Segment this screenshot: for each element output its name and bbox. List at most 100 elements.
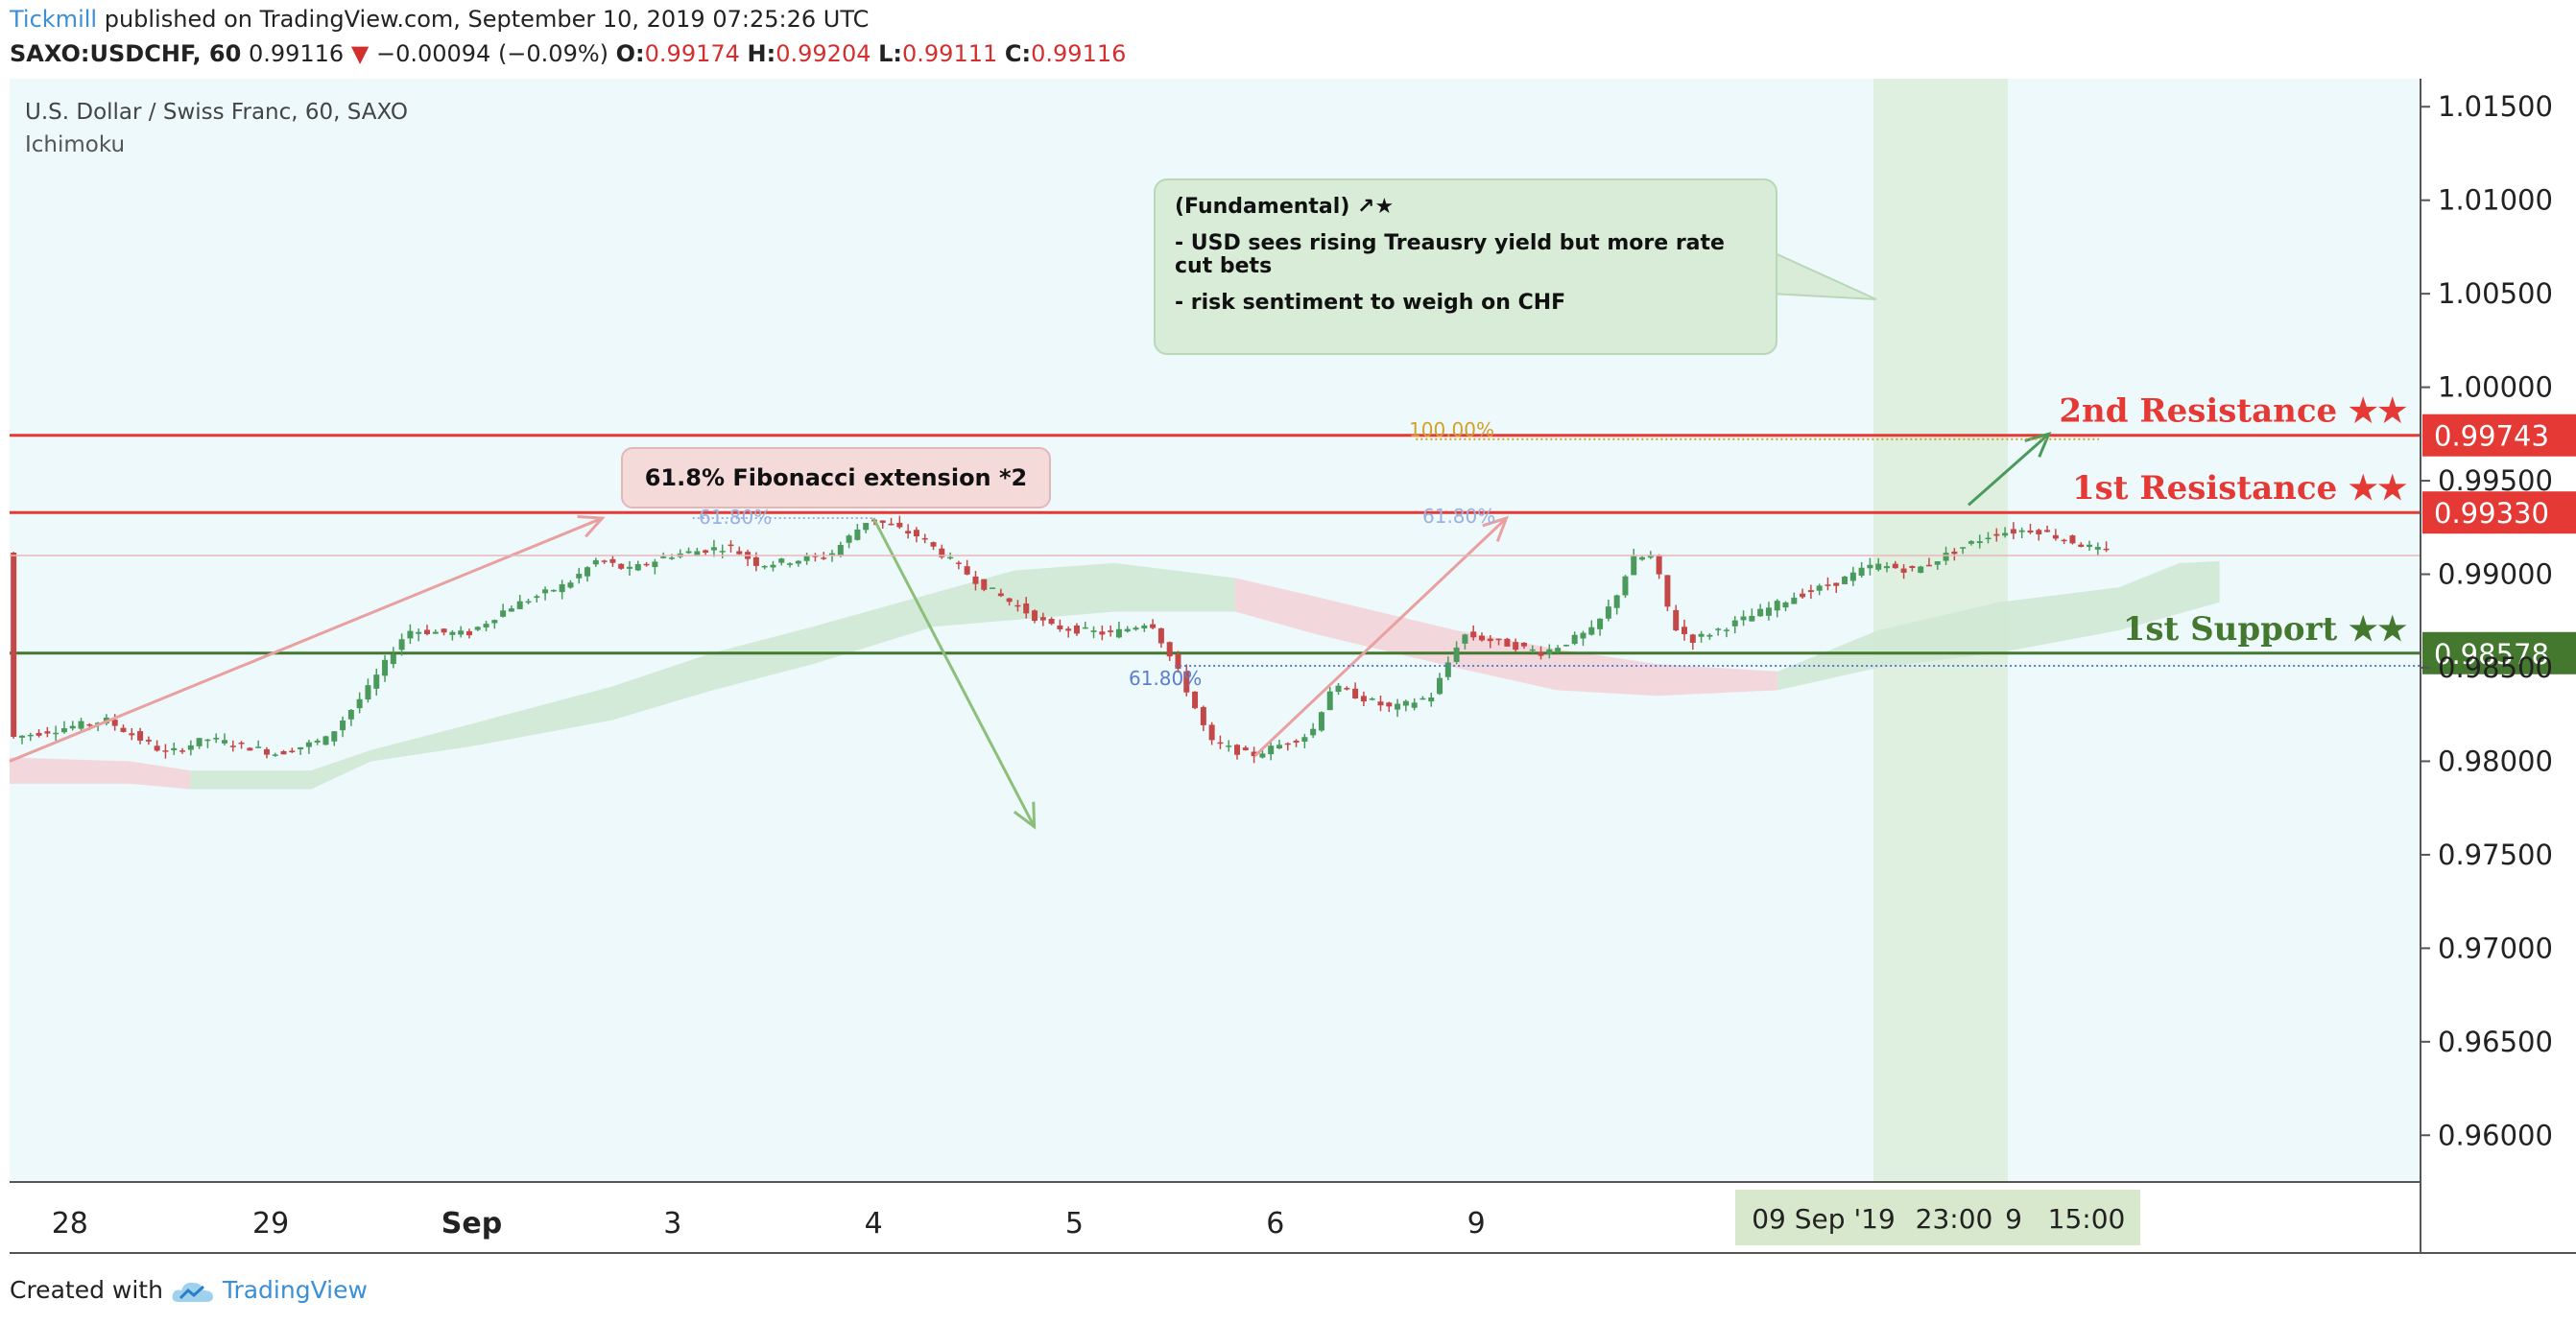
candle-body-202 (1715, 628, 1722, 630)
fundamental-callout[interactable]: (Fundamental) ↗★ - USD sees rising Treau… (1154, 178, 1777, 355)
candle-body-233 (1976, 541, 1983, 544)
y-tick-label-1: 1.01000 (2438, 184, 2553, 217)
candle-body-122 (1039, 617, 1046, 621)
candle-body-91 (778, 558, 785, 563)
candle-body-90 (770, 564, 776, 568)
candle-body-96 (821, 557, 827, 559)
level-price-label-2: 0.98578 (2434, 638, 2549, 671)
candle-body-152 (1293, 741, 1300, 743)
candle-body-59 (508, 608, 514, 612)
fib-618-label-c: 61.80% (1129, 667, 1202, 690)
candle-body-222 (1884, 566, 1891, 569)
candle-body-45 (390, 653, 396, 665)
symbol-label: SAXO:USDCHF, 60 (10, 40, 242, 67)
candle-body-63 (542, 589, 549, 594)
candle-body-2 (27, 734, 34, 737)
candle-body-108 (921, 537, 928, 540)
candle-body-21 (187, 745, 194, 750)
candle-body-150 (1276, 745, 1282, 749)
level-name-1: 1st Resistance ★★ (2072, 469, 2407, 508)
candle-body-189 (1605, 606, 1611, 619)
candle-body-169 (1437, 677, 1443, 695)
trend-arrow-0 (9, 516, 604, 763)
candle-body-24 (213, 738, 220, 740)
level-price-label-1: 0.99330 (2434, 497, 2549, 530)
candle-body-241 (2044, 530, 2051, 532)
candle-body-163 (1386, 702, 1393, 707)
candle-body-43 (373, 674, 380, 689)
candle-body-81 (694, 551, 701, 556)
crosshair-time2-label: 15:00 (2048, 1203, 2126, 1235)
candle-body-151 (1284, 743, 1291, 745)
candle-body-210 (1782, 602, 1789, 608)
candle-body-113 (964, 566, 970, 575)
candle-body-14 (129, 733, 135, 736)
candle-body-15 (137, 731, 144, 741)
candle-body-54 (465, 630, 472, 636)
candle-body-34 (298, 746, 304, 750)
candle-body-232 (1968, 541, 1974, 544)
candle-body-166 (1411, 702, 1418, 708)
candle-body-215 (1825, 584, 1831, 586)
candle-body-98 (837, 544, 844, 556)
candle-body-243 (2061, 539, 2067, 542)
tradingview-brand[interactable]: TradingView (222, 1276, 368, 1304)
candle-body-199 (1689, 634, 1696, 643)
candle-body-200 (1698, 633, 1705, 637)
candle-body-55 (474, 627, 481, 630)
publisher-link[interactable]: Tickmill (10, 6, 98, 33)
candle-body-9 (86, 723, 93, 726)
candle-body-121 (1032, 610, 1038, 622)
fibonacci-callout[interactable]: 61.8% Fibonacci extension *2 (621, 447, 1051, 508)
candle-body-40 (347, 710, 354, 720)
ichimoku-cloud-red-1 (10, 757, 191, 790)
chart-canvas[interactable]: 2nd Resistance ★★ 0.99743 1st Resistance ★… (0, 0, 2576, 1276)
crosshair-day-label: 9 (2005, 1203, 2022, 1235)
candle-body-217 (1842, 576, 1849, 584)
candle-body-7 (69, 725, 76, 729)
candle-body-220 (1867, 564, 1873, 569)
candle-body-64 (550, 589, 557, 592)
x-tick-label-4: 4 (865, 1207, 883, 1241)
fib-618-label-b: 61.80% (1422, 505, 1495, 528)
candle-body-185 (1571, 634, 1578, 645)
candle-body-78 (668, 557, 675, 559)
low-label: L: (878, 40, 903, 67)
candle-body-211 (1791, 597, 1798, 604)
candle-body-3 (36, 732, 42, 736)
candle-body-48 (416, 631, 422, 634)
candle-body-92 (787, 563, 794, 565)
candle-body-51 (441, 628, 447, 633)
candle-body-119 (1014, 604, 1021, 607)
candle-body-103 (879, 520, 886, 523)
candle-body-242 (2052, 534, 2059, 539)
candle-body-69 (592, 559, 599, 565)
candle-body-84 (719, 551, 726, 553)
candle-body-174 (1478, 635, 1485, 641)
candle-body-25 (221, 740, 227, 744)
candle-body-221 (1875, 563, 1882, 570)
candle-body-145 (1234, 745, 1241, 755)
candle-body-56 (483, 624, 489, 628)
candle-body-20 (179, 750, 186, 752)
candle-body-143 (1217, 742, 1224, 745)
candle-body-8 (78, 721, 84, 729)
candle-body-176 (1495, 638, 1502, 641)
candle-body-6 (60, 728, 67, 733)
candle-body-205 (1740, 616, 1747, 621)
candle-body-95 (812, 556, 819, 557)
candle-body-179 (1520, 642, 1527, 647)
y-tick-label-2: 1.00500 (2438, 277, 2553, 310)
candle-body-65 (559, 583, 565, 593)
candle-body-89 (761, 565, 768, 568)
candle-body-29 (255, 746, 262, 748)
y-tick-label-10: 0.96500 (2438, 1026, 2553, 1058)
candle-body-162 (1377, 701, 1384, 706)
candle-body-160 (1360, 696, 1367, 702)
indicator-label[interactable]: Ichimoku (25, 132, 125, 157)
candle-body-46 (398, 639, 405, 650)
candle-body-100 (854, 529, 861, 540)
candle-body-230 (1951, 551, 1958, 555)
candle-body-37 (322, 736, 329, 745)
candle-body-128 (1090, 630, 1097, 632)
